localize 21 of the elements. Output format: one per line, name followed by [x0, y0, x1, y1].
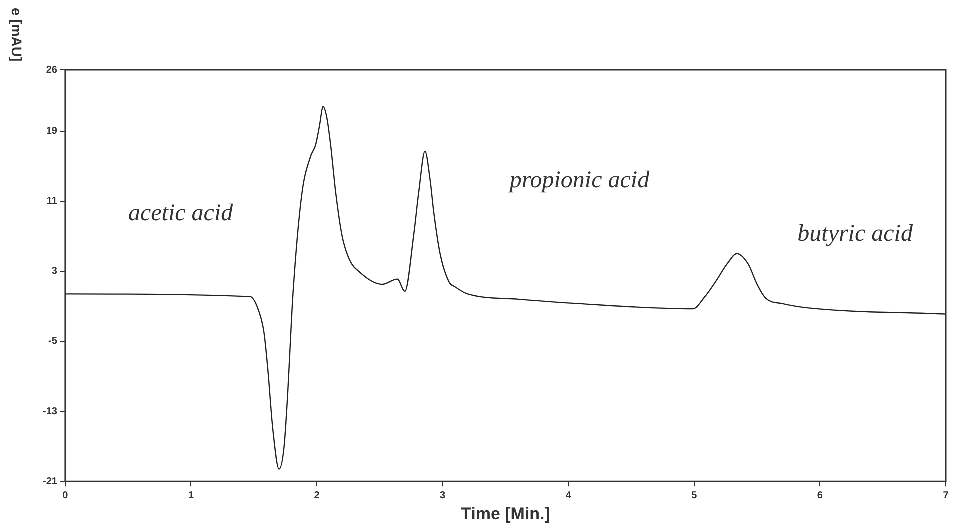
- annotation: propionic acid: [508, 167, 651, 194]
- y-tick-label: 3: [52, 266, 58, 278]
- x-tick-label: 5: [692, 490, 698, 502]
- x-tick-label: 3: [440, 490, 446, 502]
- y-tick-label: -13: [43, 406, 58, 418]
- y-tick-label: 19: [46, 126, 58, 138]
- x-tick-label: 4: [566, 490, 572, 502]
- x-axis-title: Time [Min.]: [461, 504, 550, 524]
- y-tick-label: -21: [43, 476, 58, 488]
- x-tick-label: 0: [62, 490, 69, 502]
- y-tick-label: 26: [46, 64, 58, 76]
- annotation: butyric acid: [798, 220, 914, 247]
- x-tick-label: 1: [188, 490, 194, 502]
- y-tick-label: -5: [48, 336, 58, 348]
- x-tick-label: 6: [817, 490, 824, 502]
- annotation: acetic acid: [128, 200, 234, 226]
- x-tick-label: 2: [314, 490, 320, 502]
- x-tick-label: 7: [943, 490, 950, 502]
- y-axis-title: e [mAU]: [9, 8, 26, 62]
- line-series: [65, 106, 946, 470]
- y-tick-label: 11: [46, 196, 58, 208]
